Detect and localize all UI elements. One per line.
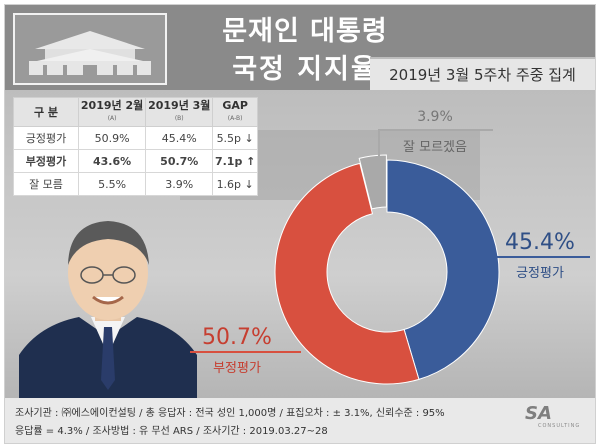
label-negative-name: 부정평가	[213, 361, 261, 376]
label-positive-value: 45.4%	[505, 230, 575, 255]
table-row: 긍정평가 50.9% 45.4% 5.5p ↓	[13, 126, 258, 150]
leader-unknown	[378, 129, 493, 168]
title-line2: 국정 지지율	[232, 54, 378, 85]
footer-method-info: 응답률 = 4.3% / 조사방법 : 유 무선 ARS / 조사기간 : 20…	[15, 426, 328, 437]
slice-negative	[274, 162, 420, 385]
blue-house-icon	[29, 31, 151, 75]
table-cell-label: 잘 모름	[13, 172, 79, 196]
comparison-table: 구 분 2019년 2월 (A) 2019년 3월 (B) GAP (A-B) 긍정평…	[13, 97, 258, 196]
title-line1: 문재인 대통령	[222, 16, 388, 47]
president-portrait	[19, 221, 197, 398]
slice-positive	[386, 159, 500, 380]
table-header-cell: 2019년 2월 (A)	[77, 97, 147, 127]
sa-logo-sub: CONSULTING	[538, 423, 581, 429]
slice-unknown	[358, 154, 387, 210]
footer: 조사기관 : ㈜에스에이컨설팅 / 총 응답자 : 전국 성인 1,000명 /…	[5, 398, 595, 443]
table-header-cell: 2019년 3월 (B)	[145, 97, 214, 127]
table-header-cell: GAP (A-B)	[212, 97, 258, 127]
footer-survey-info: 조사기관 : ㈜에스에이컨설팅 / 총 응답자 : 전국 성인 1,000명 /…	[15, 408, 445, 419]
approval-donut-chart: 45.4% 긍정평가 50.7% 부정평가 3.9% 잘 모르겠음	[190, 109, 590, 385]
label-unknown-value: 3.9%	[417, 109, 453, 125]
table-cell: 5.5%	[77, 172, 147, 196]
table-cell: 1.6p ↓	[212, 172, 258, 196]
table-row: 부정평가 43.6% 50.7% 7.1p ↑	[13, 149, 258, 173]
infographic: 문재인 대통령 국정 지지율 2019년 3월 5주차 주중 집계 구 분 20…	[4, 4, 596, 444]
blue-house-logo	[13, 13, 167, 85]
label-unknown-name: 잘 모르겠음	[403, 140, 467, 155]
table-cell: 5.5p ↓	[212, 126, 258, 150]
table-cell-label: 긍정평가	[13, 126, 79, 150]
table-row: 잘 모름 5.5% 3.9% 1.6p ↓	[13, 172, 258, 196]
table-cell: 45.4%	[145, 126, 214, 150]
sa-logo: SA	[525, 403, 552, 424]
header-banner: 문재인 대통령 국정 지지율 2019년 3월 5주차 주중 집계	[5, 5, 595, 92]
table-header-row: 구 분 2019년 2월 (A) 2019년 3월 (B) GAP (A-B)	[13, 97, 258, 127]
survey-date-label: 2019년 3월 5주차 주중 집계	[370, 57, 595, 92]
label-negative-value: 50.7%	[202, 325, 272, 350]
table-cell: 43.6%	[77, 149, 147, 173]
table-cell-label: 부정평가	[13, 149, 79, 173]
label-positive-name: 긍정평가	[516, 266, 564, 281]
table-cell: 3.9%	[145, 172, 214, 196]
